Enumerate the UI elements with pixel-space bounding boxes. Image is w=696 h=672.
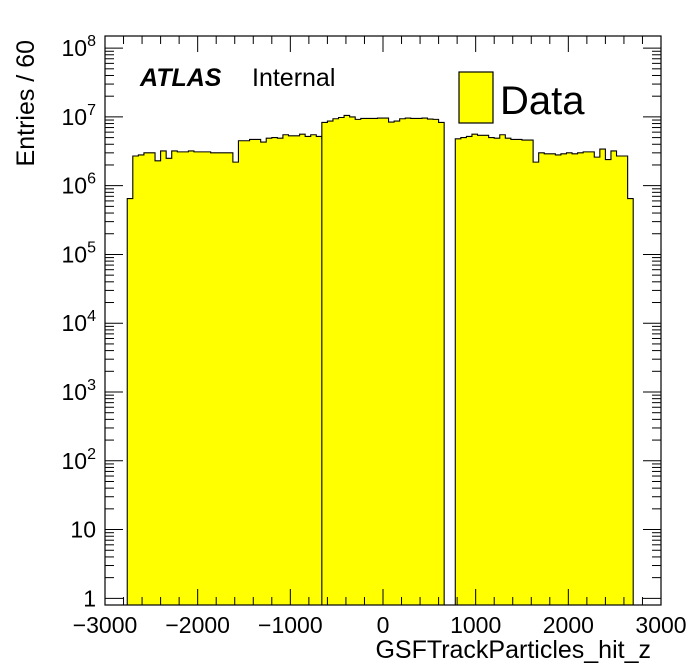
y-tick-label: 1 bbox=[83, 585, 96, 611]
y-tick-label-base: 10 bbox=[62, 35, 88, 61]
legend-label-data: Data bbox=[500, 79, 585, 123]
y-tick-label-base: 10 bbox=[62, 173, 88, 199]
legend-swatch-data bbox=[458, 71, 494, 124]
x-axis-title: GSFTrackParticles_hit_z bbox=[375, 636, 651, 664]
y-tick-label: 10 bbox=[70, 517, 96, 543]
y-tick-label-base: 10 bbox=[62, 448, 88, 474]
y-tick-label: 105 bbox=[62, 239, 97, 267]
y-tick-label-base: 10 bbox=[62, 310, 88, 336]
y-tick-label: 108 bbox=[62, 33, 97, 61]
histogram-bars bbox=[126, 114, 634, 606]
x-axis-ticks bbox=[104, 36, 662, 605]
y-tick-label: 102 bbox=[62, 446, 97, 474]
x-axis-tick-labels: −3000 −2000 −1000 0 1000 2000 3000 bbox=[73, 612, 687, 638]
x-tick-label: −1000 bbox=[258, 612, 323, 638]
y-tick-label-exponent: 8 bbox=[87, 33, 96, 50]
atlas-sublabel: Internal bbox=[252, 64, 335, 92]
x-tick-label: 3000 bbox=[635, 612, 686, 638]
x-tick-label: 2000 bbox=[543, 612, 594, 638]
y-tick-label: 106 bbox=[62, 171, 97, 199]
y-tick-label-base: 10 bbox=[70, 517, 96, 543]
y-axis-title: Entries / 60 bbox=[12, 40, 40, 166]
histogram-segment-2 bbox=[321, 114, 445, 606]
x-tick-label: −2000 bbox=[165, 612, 230, 638]
x-tick-label: −3000 bbox=[73, 612, 138, 638]
legend: Data bbox=[458, 71, 585, 124]
histogram-segment-1 bbox=[126, 133, 328, 606]
y-tick-label-exponent: 7 bbox=[87, 102, 96, 119]
y-tick-label-exponent: 6 bbox=[87, 171, 96, 188]
y-tick-label-exponent: 2 bbox=[87, 446, 96, 463]
y-tick-label: 107 bbox=[62, 102, 97, 130]
x-tick-label: 1000 bbox=[450, 612, 501, 638]
y-tick-label-exponent: 5 bbox=[87, 239, 96, 256]
histogram-segment-3 bbox=[454, 133, 634, 606]
y-tick-label-exponent: 3 bbox=[87, 377, 96, 394]
y-tick-label: 103 bbox=[62, 377, 97, 405]
y-tick-label-base: 10 bbox=[62, 104, 88, 130]
y-tick-label: 104 bbox=[62, 308, 97, 336]
y-tick-label-base: 10 bbox=[62, 241, 88, 267]
atlas-label: ATLAS bbox=[139, 64, 222, 92]
x-tick-label: 0 bbox=[377, 612, 390, 638]
y-tick-label-exponent: 4 bbox=[87, 308, 96, 325]
y-axis-ticks bbox=[105, 47, 661, 599]
y-tick-label-base: 1 bbox=[83, 585, 96, 611]
y-tick-label-base: 10 bbox=[62, 379, 88, 405]
